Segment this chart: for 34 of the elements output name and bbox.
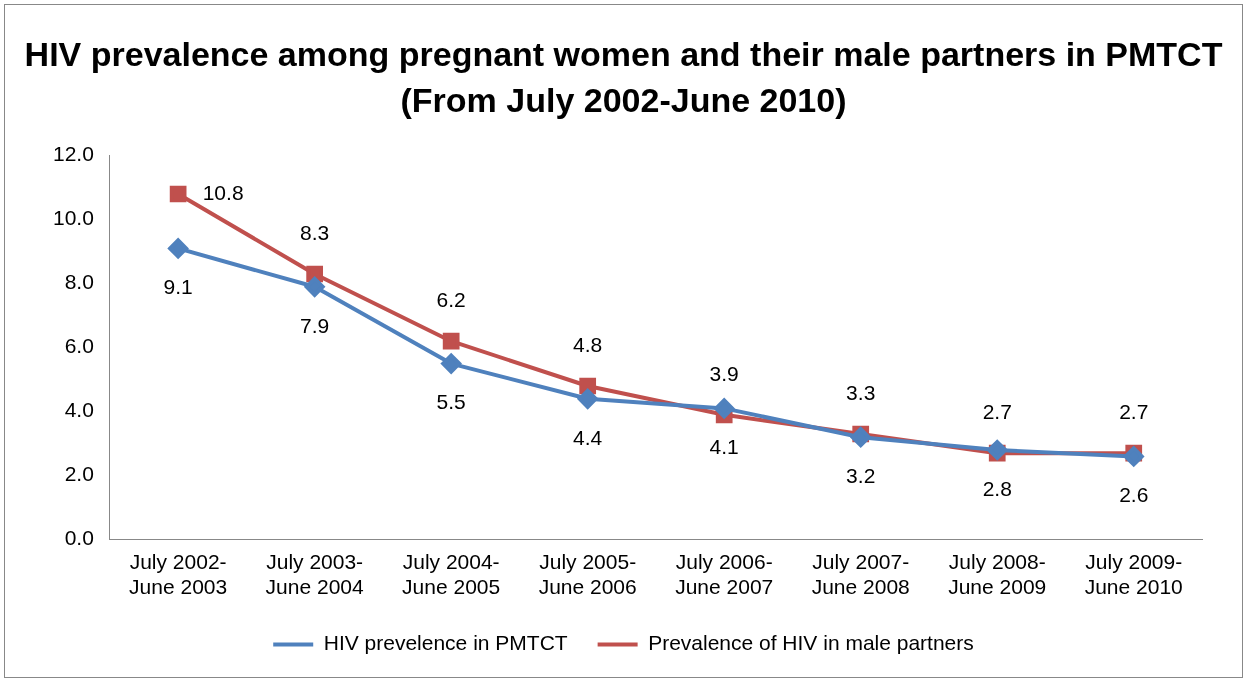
y-tick-label: 12.0	[53, 142, 94, 166]
x-tick-label: July 2003-June 2004	[265, 550, 365, 599]
y-tick-label: 2.0	[64, 462, 94, 486]
data-label: 4.1	[709, 435, 739, 459]
x-tick-label: July 2006-June 2007	[675, 550, 774, 599]
x-tick-label: July 2007-June 2008	[811, 550, 910, 599]
data-label: 10.8	[202, 180, 244, 204]
y-tick-label: 8.0	[64, 270, 94, 294]
legend-label: HIV prevelence in PMTCT	[323, 631, 568, 655]
y-tick-label: 10.0	[53, 206, 94, 230]
data-label: 5.5	[436, 390, 466, 414]
y-tick-label: 0.0	[64, 526, 94, 550]
data-label: 2.7	[982, 400, 1012, 423]
chart-title: HIV prevalence among pregnant women and their male partners in PMTCT (From July 2002-June 2010)	[23, 34, 1224, 121]
x-tick-label: July 2004-June 2005	[402, 550, 501, 599]
y-tick-label: 6.0	[64, 334, 94, 358]
x-tick-label: July 2009-June 2010	[1084, 550, 1183, 599]
data-label: 6.2	[436, 288, 466, 311]
x-tick-label: July 2008-June 2009	[948, 550, 1047, 599]
y-tick-label: 4.0	[64, 398, 94, 422]
legend-label: Prevalence of HIV in male partners	[648, 631, 974, 655]
data-label: 3.2	[846, 464, 876, 487]
data-label: 4.8	[573, 332, 603, 356]
x-tick-label: July 2002-June 2003	[129, 550, 228, 599]
data-label: 2.6	[1119, 483, 1149, 507]
data-label: 7.9	[300, 313, 330, 337]
x-tick-label: July 2005-June 2006	[538, 550, 637, 599]
data-label: 2.7	[1119, 400, 1149, 423]
data-label: 3.3	[846, 380, 876, 404]
data-label: 9.1	[163, 275, 193, 299]
data-label: 2.8	[982, 476, 1012, 500]
data-label: 8.3	[300, 220, 330, 244]
data-label: 3.9	[709, 361, 739, 385]
data-label: 4.4	[573, 425, 603, 449]
